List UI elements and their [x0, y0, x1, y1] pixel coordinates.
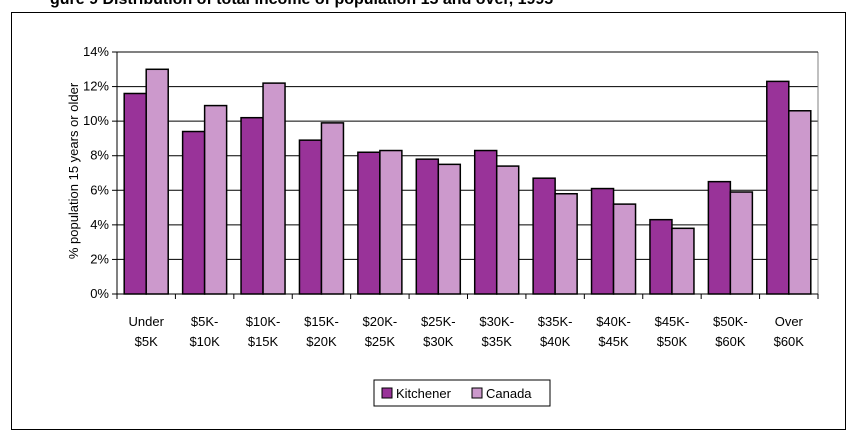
- x-tick-label: $5K-: [191, 314, 218, 329]
- x-tick-label: $15K: [248, 334, 279, 349]
- y-tick-label: 14%: [83, 44, 109, 59]
- bar-canada: [554, 192, 578, 295]
- y-tick-label: 8%: [90, 148, 109, 163]
- y-tick-label: 6%: [90, 182, 109, 197]
- bar-canada: [495, 165, 520, 295]
- x-tick-label: $50K: [657, 334, 688, 349]
- bar-kitchener: [766, 80, 790, 295]
- bar-canada: [320, 122, 345, 295]
- y-tick-label: 4%: [90, 217, 109, 232]
- bar-kitchener: [240, 116, 264, 295]
- bar-canada: [612, 203, 637, 295]
- bar-kitchener: [123, 92, 147, 295]
- legend-label-kitchener: Kitchener: [396, 386, 452, 401]
- legend-label-canada: Canada: [486, 386, 532, 401]
- axes: [112, 51, 819, 299]
- bar-kitchener: [590, 187, 615, 295]
- legend-swatch-canada: [471, 387, 483, 399]
- x-tick-label: Under: [128, 314, 164, 329]
- x-tick-label: $45K-: [655, 314, 690, 329]
- legend-box: [373, 379, 551, 407]
- bar-canada: [437, 163, 462, 295]
- x-tick-label: $20K: [306, 334, 337, 349]
- y-tick-label: 12%: [83, 79, 109, 94]
- bar-kitchener: [357, 151, 381, 295]
- figure-title: gure 9 Distribution of total income of p…: [50, 0, 553, 9]
- y-tick-label: 10%: [83, 113, 109, 128]
- x-tick-label: $10K-: [246, 314, 281, 329]
- bar-kitchener: [473, 149, 498, 295]
- x-tick-label: $40K-: [596, 314, 631, 329]
- x-tick-label: $60K: [774, 334, 805, 349]
- x-tick-label: $30K-: [479, 314, 514, 329]
- bar-kitchener: [181, 130, 206, 295]
- bar-kitchener: [707, 180, 732, 295]
- bar-kitchener: [415, 158, 440, 295]
- bar-canada: [788, 110, 812, 295]
- bar-kitchener: [532, 177, 556, 295]
- y-tick-label: 2%: [90, 251, 109, 266]
- x-tick-label: $45K: [598, 334, 629, 349]
- x-tick-label: Over: [775, 314, 804, 329]
- bar-canada: [671, 227, 695, 295]
- x-tick-label: $20K-: [363, 314, 398, 329]
- x-tick-label: $15K-: [304, 314, 339, 329]
- x-tick-label: $25K: [365, 334, 396, 349]
- x-tick-label: $35K: [482, 334, 513, 349]
- labels: 0% 2% 4% 6% 8% 10% 12% 14% Under $5K $5K- $10K $10K-…: [83, 44, 804, 349]
- x-tick-label: $5K: [135, 334, 158, 349]
- x-tick-label: $30K: [423, 334, 454, 349]
- bar-kitchener: [649, 218, 673, 295]
- x-tick-label: $50K-: [713, 314, 748, 329]
- legend-swatch-kitchener: [381, 387, 393, 399]
- bar-kitchener: [298, 139, 323, 295]
- legend: Kitchener Canada: [373, 379, 551, 407]
- bar-canada: [729, 191, 754, 295]
- x-tick-label: $40K: [540, 334, 571, 349]
- bars: [123, 68, 812, 295]
- bar-canada: [262, 82, 286, 295]
- x-tick-label: $60K: [715, 334, 746, 349]
- x-tick-label: $35K-: [538, 314, 573, 329]
- x-tick-label: $10K: [189, 334, 220, 349]
- x-tick-label: $25K-: [421, 314, 456, 329]
- bar-canada: [379, 149, 403, 295]
- y-tick-label: 0%: [90, 286, 109, 301]
- bar-canada: [203, 104, 228, 295]
- bar-canada: [145, 68, 169, 295]
- y-axis-title: % population 15 years or older: [66, 82, 81, 259]
